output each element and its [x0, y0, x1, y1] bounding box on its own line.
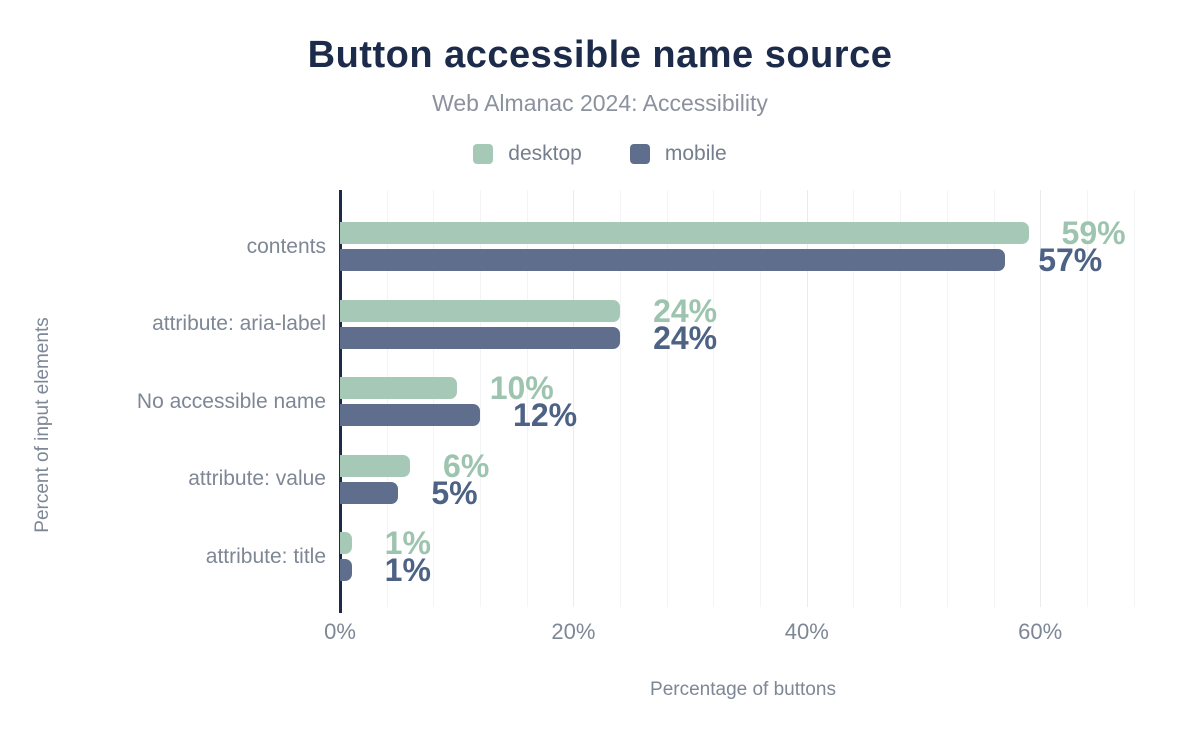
x-tick-label: 0%	[324, 619, 356, 644]
x-tick-label: 20%	[551, 619, 596, 644]
y-axis-line	[339, 190, 342, 613]
chart-title: Button accessible name source	[307, 34, 893, 76]
gridline	[526, 190, 528, 607]
category-label: contents	[246, 234, 326, 258]
value-label-mobile: 5%	[431, 474, 478, 511]
category-label: No accessible name	[136, 389, 326, 413]
category-label: attribute: title	[205, 544, 326, 568]
bar-desktop[interactable]	[340, 532, 352, 554]
gridline	[480, 190, 482, 607]
value-label-desktop: 1%	[384, 525, 431, 561]
gridline	[1086, 190, 1088, 607]
gridline	[1040, 190, 1042, 607]
value-label-mobile: 1%	[384, 552, 431, 588]
bar-mobile[interactable]	[340, 559, 352, 581]
bar-desktop[interactable]	[340, 222, 1029, 244]
gridline	[946, 190, 948, 607]
bar-mobile[interactable]	[340, 326, 621, 349]
chart-subtitle: Web Almanac 2024: Accessibility	[432, 90, 768, 116]
value-label-mobile: 12%	[513, 397, 578, 433]
gridline	[900, 190, 902, 607]
gridline	[806, 190, 808, 607]
plot-area: 59% 57% 24% 24% 10% 12% 6% 5% 1% 1%	[339, 190, 1146, 613]
value-label-desktop: 6%	[443, 447, 490, 484]
gridline	[993, 190, 995, 607]
bar-desktop[interactable]	[340, 454, 411, 477]
legend-item-desktop[interactable]: desktop	[473, 142, 582, 166]
gridline	[666, 190, 668, 607]
value-label-mobile: 24%	[653, 319, 718, 356]
legend: desktop mobile	[0, 142, 1200, 166]
legend-item-mobile[interactable]: mobile	[629, 142, 727, 166]
x-tick-label: 60%	[1018, 619, 1063, 644]
value-label-desktop: 59%	[1061, 215, 1126, 251]
x-axis-title: Percentage of buttons	[650, 679, 836, 700]
legend-swatch-desktop	[473, 144, 494, 164]
bar-mobile[interactable]	[340, 481, 399, 504]
value-label-desktop: 10%	[489, 370, 554, 406]
gridline	[1133, 190, 1135, 607]
bar-mobile[interactable]	[340, 249, 1006, 271]
legend-swatch-mobile	[629, 144, 650, 164]
gridline	[713, 190, 715, 607]
value-label-mobile: 57%	[1038, 242, 1103, 278]
bar-desktop[interactable]	[340, 377, 457, 399]
gridline	[853, 190, 855, 607]
gridline	[620, 190, 622, 607]
x-tick-label: 40%	[784, 619, 829, 644]
bar-mobile[interactable]	[340, 404, 481, 426]
legend-label-desktop: desktop	[508, 142, 582, 165]
bar-desktop[interactable]	[340, 299, 621, 322]
category-label: attribute: value	[188, 467, 326, 490]
category-label: attribute: aria-label	[152, 312, 326, 335]
value-label-desktop: 24%	[653, 292, 718, 329]
gridline	[760, 190, 762, 607]
legend-label-mobile: mobile	[664, 142, 727, 165]
gridline	[573, 190, 575, 607]
